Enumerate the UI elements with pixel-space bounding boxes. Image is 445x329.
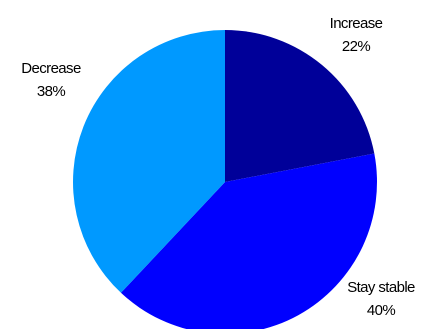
pie-slice-stay-stable — [120, 153, 377, 329]
slice-label-stay-stable-name: Stay stable — [347, 279, 415, 296]
slice-label-increase-name: Increase — [330, 15, 383, 32]
slice-label-stay-stable-value: 40% — [367, 302, 395, 319]
pie-slices — [73, 30, 377, 329]
slice-label-decrease-name: Decrease — [21, 60, 81, 77]
pie-slice-increase — [225, 30, 375, 182]
slice-label-decrease-value: 38% — [37, 83, 65, 100]
slice-label-increase-value: 22% — [342, 38, 370, 55]
pie-slice-decrease — [73, 30, 226, 293]
